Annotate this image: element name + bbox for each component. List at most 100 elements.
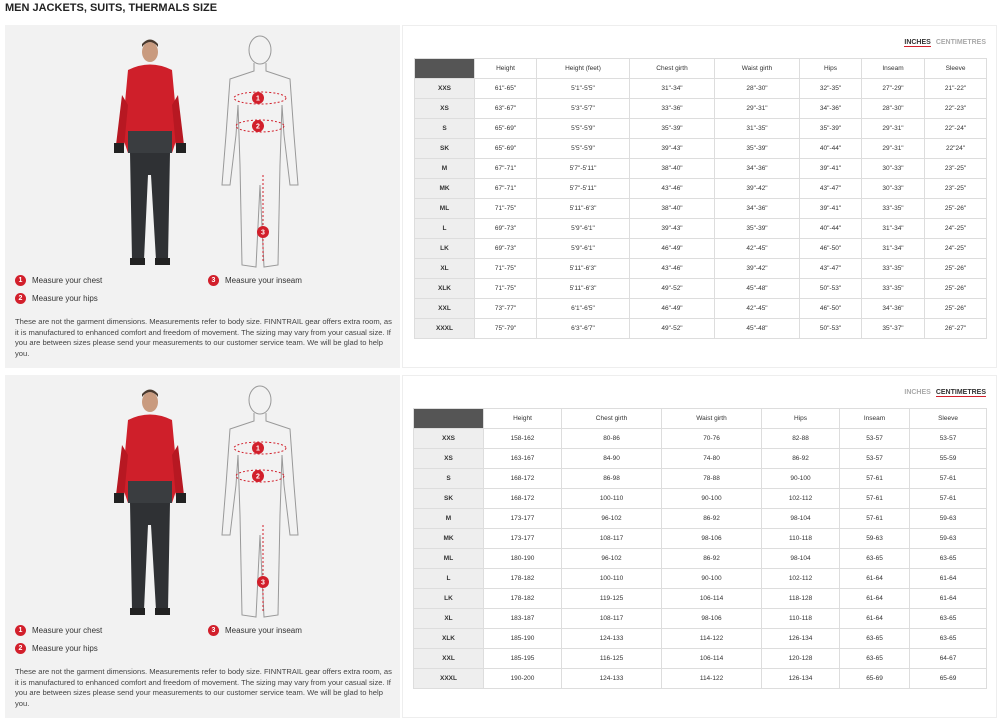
size-value: 25"-26" [924,198,987,219]
column-header: Hips [799,58,862,79]
size-value: 173-177 [483,508,562,529]
size-value: 31"-34" [861,218,925,239]
size-row: XLK 185-190 124-133 114-122 126-134 63-65 63-6… [413,628,987,649]
legend-item: 2 Measure your hips [15,293,98,304]
size-value: 82-88 [761,428,840,449]
size-value: 39"-42" [714,178,800,199]
size-label: XXL [413,648,484,669]
marker-number: 1 [256,96,260,103]
size-label: XS [414,98,475,119]
size-value: 43"-46" [629,258,715,279]
size-value: 34"-36" [714,158,800,179]
size-value: 35"-39" [714,218,800,239]
size-value: 120-128 [761,648,840,669]
size-value: 119-125 [561,588,662,609]
size-value: 29"-31" [714,98,800,119]
unit-tab[interactable]: CENTIMETRES [935,39,986,46]
size-row: XXL 73"-77" 6'1"-6'5" 46"-49" 42"-45" 46"-50"… [414,298,987,319]
size-value: 178-182 [483,588,562,609]
size-value: 38"-40" [629,198,715,219]
legend-text: Measure your chest [32,276,103,285]
size-value: 64-67 [909,648,987,669]
size-value: 38"-40" [629,158,715,179]
legend-text: Measure your inseam [225,276,302,285]
size-value: 126-134 [761,668,840,689]
marker-number: 1 [256,446,260,453]
marker [252,92,264,104]
size-value: 65"-69" [474,138,537,159]
unit-tab[interactable]: CENTIMETRES [935,389,986,397]
size-value: 185-190 [483,628,562,649]
marker [252,442,264,454]
size-label: XXXL [413,668,484,689]
size-value: 27"-29" [861,78,925,99]
size-label: L [414,218,475,239]
legend-text: Measure your chest [32,626,103,635]
size-value: 5'11"-6'3" [536,278,630,299]
size-value: 6'1"-6'5" [536,298,630,319]
column-header: Sleeve [924,58,987,79]
marker-number: 3 [261,580,265,587]
size-label: XLK [414,278,475,299]
size-value: 61-64 [839,588,910,609]
size-value: 39"-42" [714,258,800,279]
size-value: 43"-47" [799,178,862,199]
column-header: Chest girth [629,58,715,79]
size-label: XL [413,608,484,629]
size-value: 25"-26" [924,298,987,319]
size-value: 126-134 [761,628,840,649]
size-value: 61-64 [909,588,987,609]
size-value: 57-61 [909,488,987,509]
legend-text: Measure your inseam [225,626,302,635]
size-row: SK 65"-69" 5'5"-5'9" 39"-43" 35"-39" 40"-44" 2… [414,138,987,159]
note: These are not the garment dimensions. Me… [15,317,392,358]
size-value: 5'11"-6'3" [536,198,630,219]
size-value: 59-63 [839,528,910,549]
size-value: 86-98 [561,468,662,489]
size-value: 5'5"-5'9" [536,118,630,139]
size-label: S [413,468,484,489]
marker [252,470,264,482]
column-header: Height (feet) [536,58,630,79]
size-row: M 67"-71" 5'7"-5'11" 38"-40" 34"-36" 39"-41" 3… [414,158,987,179]
legend-number: 1 [15,275,26,286]
size-value: 180-190 [483,548,562,569]
size-value: 6'3"-6'7" [536,318,630,339]
size-value: 34"-36" [799,98,862,119]
size-label: S [414,118,475,139]
size-value: 50"-53" [799,278,862,299]
size-value: 67"-71" [474,158,537,179]
size-label: XL [414,258,475,279]
size-row: S 168-172 86-98 78-88 90-100 57-61 57-61 [413,468,987,489]
size-label: M [414,158,475,179]
size-label: XXXL [414,318,475,339]
size-label: XLK [413,628,484,649]
size-value: 63"-67" [474,98,537,119]
size-row: L 69"-73" 5'9"-6'1" 39"-43" 35"-39" 40"-44" 31… [414,218,987,239]
size-row: XXS 158-162 80-86 70-76 82-88 53-57 53-57 [413,428,987,449]
unit-tab[interactable]: INCHES [904,39,931,47]
size-value: 46"-50" [799,298,862,319]
size-row: S 65"-69" 5'5"-5'9" 35"-39" 31"-35" 35"-39" 29… [414,118,987,139]
size-row: ML 180-190 96-102 86-92 98-104 63-65 63-65 [413,548,987,569]
size-value: 5'9"-6'1" [536,238,630,259]
size-value: 43"-47" [799,258,862,279]
size-row: XXXL 190-200 124-133 114-122 126-134 65-69 65-… [413,668,987,689]
size-value: 102-112 [761,568,840,589]
size-row: XLK 71"-75" 5'11"-6'3" 49"-52" 45"-48" 50"-53… [414,278,987,299]
size-value: 53-57 [839,428,910,449]
legend-number: 2 [15,293,26,304]
unit-tab[interactable]: INCHES [904,389,931,396]
size-label: M [413,508,484,529]
size-value: 43"-46" [629,178,715,199]
size-value: 31"-34" [861,238,925,259]
note: These are not the garment dimensions. Me… [15,667,392,708]
size-row: XL 183-187 108-117 98-106 110-118 61-64 63-65 [413,608,987,629]
size-value: 46"-49" [629,298,715,319]
column-header: Inseam [839,408,910,429]
marker-number: 3 [261,230,265,237]
size-value: 158-162 [483,428,562,449]
size-section: 1 2 3 1 Measure your chest 2 Measure your hip… [0,375,1000,718]
size-value: 23"-25" [924,158,987,179]
table-body: XXS 61"-65" 5'1"-5'5" 31"-34" 28"-30" 32"-35"… [414,78,987,339]
